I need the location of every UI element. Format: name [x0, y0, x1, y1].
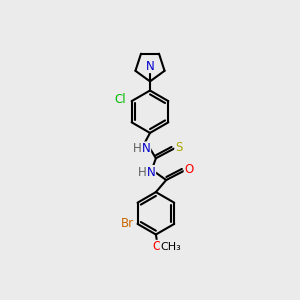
- Text: N: N: [146, 60, 154, 73]
- Text: Br: Br: [121, 218, 134, 230]
- Text: S: S: [175, 141, 182, 154]
- Text: H: H: [137, 166, 146, 178]
- Text: H: H: [132, 142, 141, 155]
- Text: O: O: [184, 163, 194, 176]
- Text: Cl: Cl: [115, 93, 126, 106]
- Text: N: N: [142, 142, 151, 155]
- Text: N: N: [147, 166, 156, 178]
- Text: O: O: [153, 240, 162, 254]
- Text: CH₃: CH₃: [160, 242, 181, 252]
